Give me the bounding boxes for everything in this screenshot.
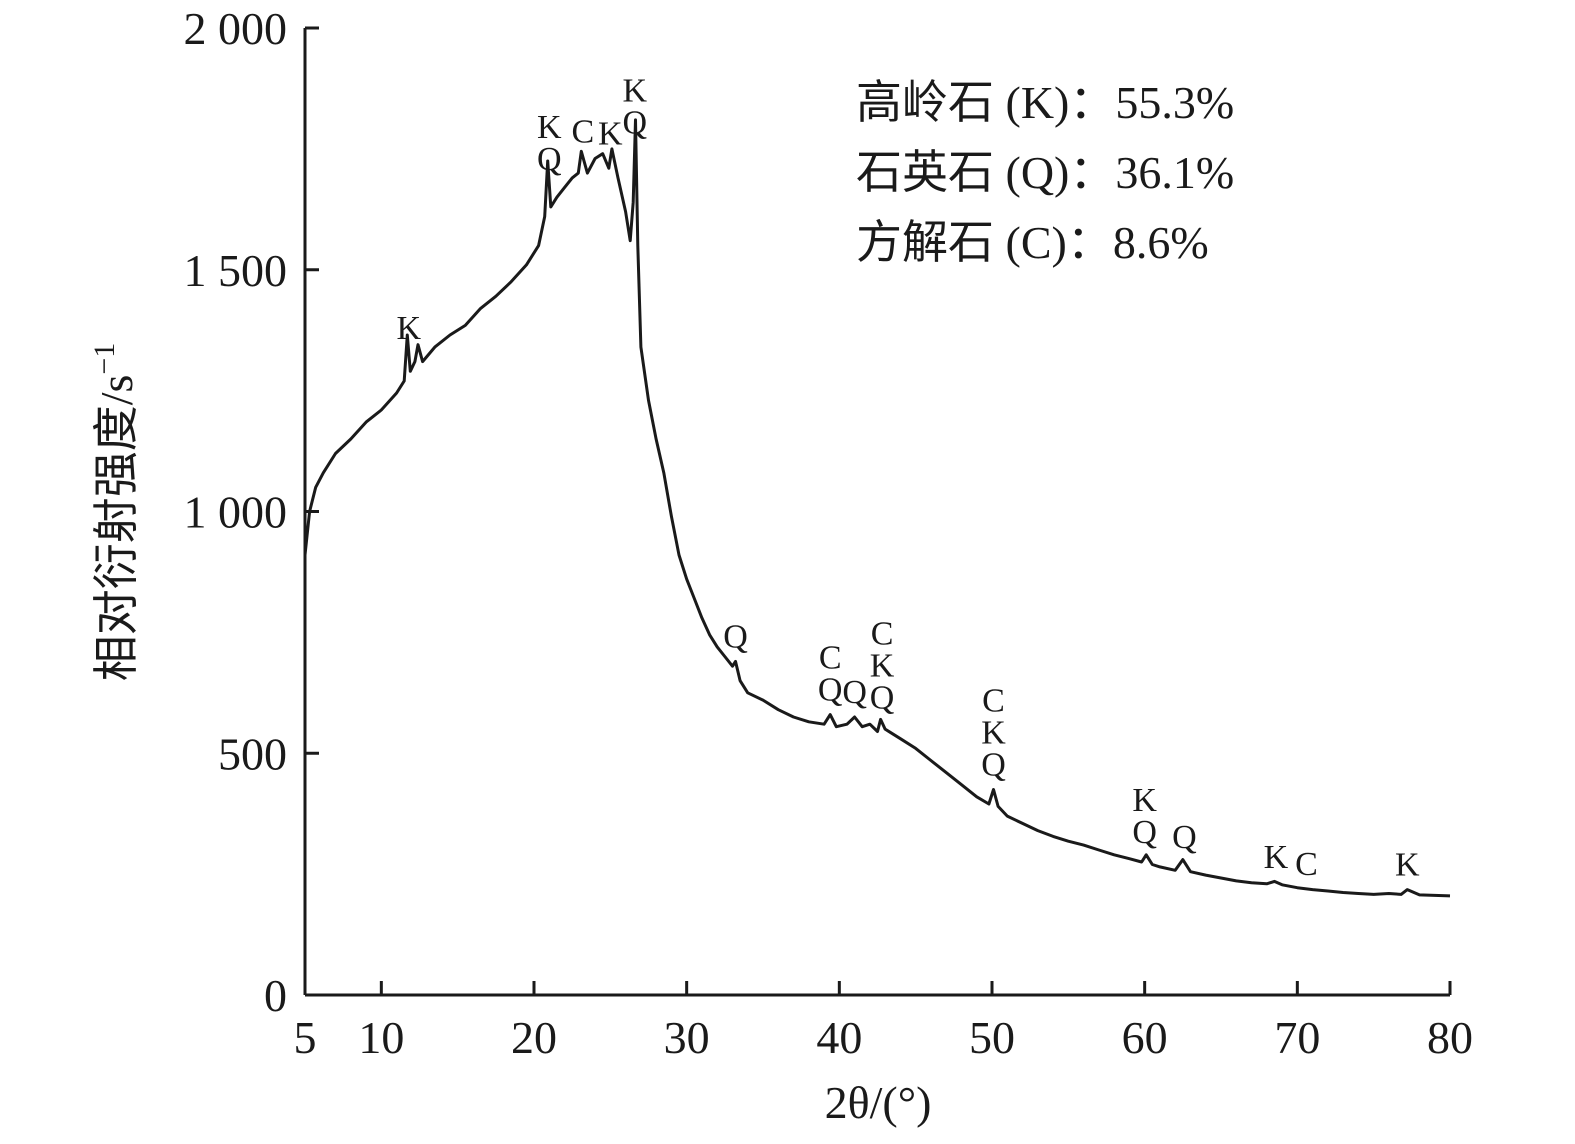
y-tick-label: 2 000 (184, 3, 288, 54)
peak-label: C (1295, 846, 1318, 883)
peak-label: C (871, 616, 894, 653)
x-tick-label: 60 (1122, 1012, 1168, 1063)
peak-label: K (1395, 847, 1420, 884)
peak-label: K (397, 310, 422, 347)
x-tick-label: 50 (969, 1012, 1015, 1063)
peak-label: Q (723, 618, 748, 655)
x-tick-label: 40 (816, 1012, 862, 1063)
peak-label: K (981, 715, 1006, 752)
composition-entry: 方解石 (C)：8.6% (856, 217, 1209, 268)
y-tick-label: 0 (264, 970, 287, 1021)
peak-label: K (622, 72, 647, 109)
peak-label: Q (1172, 819, 1197, 856)
composition-legend: 高岭石 (K)：55.3% 石英石 (Q)：36.1% 方解石 (C)：8.6% (856, 77, 1234, 268)
series-layer (303, 118, 1451, 898)
peak-label: K (598, 116, 623, 153)
composition-entry: 高岭石 (K)：55.3% (856, 77, 1234, 128)
peak-label: Q (842, 674, 867, 711)
y-tick-label: 1 500 (184, 245, 288, 296)
peak-label: K (1132, 782, 1157, 819)
x-axis-title: 2θ/(°) (825, 1077, 932, 1128)
axes: 5 10 20 30 40 50 60 70 80 0 500 1 000 1 500 2 000 (184, 3, 1474, 1063)
peak-label: K (537, 109, 562, 146)
peak-label: C (982, 683, 1005, 720)
peak-label: C (572, 114, 595, 151)
composition-entry: 石英石 (Q)：36.1% (856, 147, 1234, 198)
peak-label: Q (622, 104, 647, 141)
x-tick-label: 10 (358, 1012, 404, 1063)
peak-label: Q (981, 747, 1006, 784)
x-tick-label: 20 (511, 1012, 557, 1063)
peak-label: K (870, 648, 895, 685)
x-tick-label: 70 (1274, 1012, 1320, 1063)
peak-label: C (819, 640, 842, 677)
y-axis-title-main: 相对衍射强度/s (91, 375, 142, 682)
peak-label: Q (818, 672, 843, 709)
y-axis-title-superscript: −1 (88, 343, 121, 375)
x-tick-label: 5 (294, 1012, 317, 1063)
x-tick-label: 80 (1427, 1012, 1473, 1063)
axis-titles: 2θ/(°) 相对衍射强度/s−1 (88, 343, 931, 1128)
peak-label: Q (537, 141, 562, 178)
peak-label: K (1264, 839, 1289, 876)
series-line (303, 118, 1451, 898)
y-tick-label: 1 000 (184, 487, 288, 538)
y-tick-label: 500 (218, 728, 287, 779)
peak-label: Q (870, 680, 895, 717)
x-tick-label: 30 (664, 1012, 710, 1063)
peak-label: Q (1132, 814, 1157, 851)
y-axis-title: 相对衍射强度/s−1 (88, 343, 142, 682)
